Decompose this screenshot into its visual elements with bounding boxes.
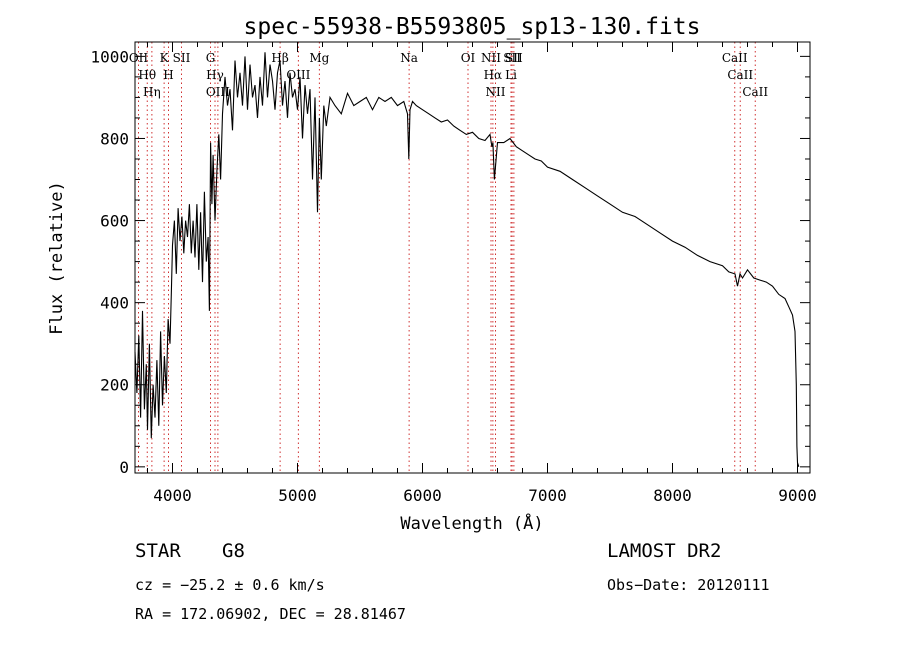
spectral-line-label: SII [505, 51, 523, 65]
object-class: STAR [135, 540, 181, 562]
y-tick-label: 200 [100, 376, 129, 395]
spectral-line-label: Hβ [271, 51, 288, 65]
spectral-line-label: Hθ [138, 68, 156, 82]
spectral-line-label: Hη [143, 85, 161, 99]
spectral-line-label: NII [481, 51, 501, 65]
coordinates: RA = 172.06902, DEC = 28.81467 [135, 605, 406, 623]
spectral-line-label: OI [461, 51, 476, 65]
x-tick-label: 5000 [278, 486, 317, 505]
y-axis-label: Flux (relative) [47, 181, 67, 335]
spectral-line-label: G [206, 51, 216, 65]
spectral-line-label: K [160, 51, 170, 65]
plot-frame [134, 41, 811, 474]
y-tick-label: 800 [100, 129, 129, 148]
y-tick-label: 600 [100, 212, 129, 231]
spectral-line-label: SII [173, 51, 191, 65]
x-tick-label: 4000 [153, 486, 192, 505]
x-tick-label: 7000 [528, 486, 567, 505]
spectral-line-label: Li [505, 68, 517, 82]
x-axis-label: Wavelength (Å) [400, 512, 543, 534]
x-axis: 4000 5000 6000 7000 8000 9000 [147, 42, 817, 505]
observation-date: Obs−Date: 20120111 [607, 576, 770, 594]
spectral-line-label: NII [486, 85, 506, 99]
x-tick-label: 6000 [403, 486, 442, 505]
spectral-line-label: CaII [722, 51, 748, 65]
spectral-line-label: H [163, 68, 173, 82]
y-tick-label: 0 [119, 458, 129, 477]
spectral-line-label: OIII [286, 68, 310, 82]
x-tick-label: 8000 [653, 486, 692, 505]
spectral-line-label: Na [400, 51, 418, 65]
spectral-line-label: SII [503, 51, 521, 65]
y-tick-label: 400 [100, 294, 129, 313]
redshift-cz: cz = −25.2 ± 0.6 km/s [135, 576, 325, 594]
spectral-line-label: Hγ [206, 68, 224, 82]
spectral-line-label: Mg [309, 51, 329, 65]
spectral-line-label: CaII [727, 68, 753, 82]
spectral-subclass: G8 [222, 540, 245, 562]
chart-title: spec-55938-B5593805_sp13-130.fits [244, 14, 701, 40]
y-axis: 0 200 400 600 800 1000 [90, 47, 810, 477]
spectral-line-label: CaII [742, 85, 768, 99]
spectral-line-label: OII [129, 51, 149, 65]
spectrum-series-line [134, 52, 800, 467]
survey-name: LAMOST DR2 [607, 540, 722, 562]
x-tick-label: 9000 [778, 486, 817, 505]
spectral-line-label: Hα [484, 68, 503, 82]
y-tick-label: 1000 [90, 47, 129, 66]
